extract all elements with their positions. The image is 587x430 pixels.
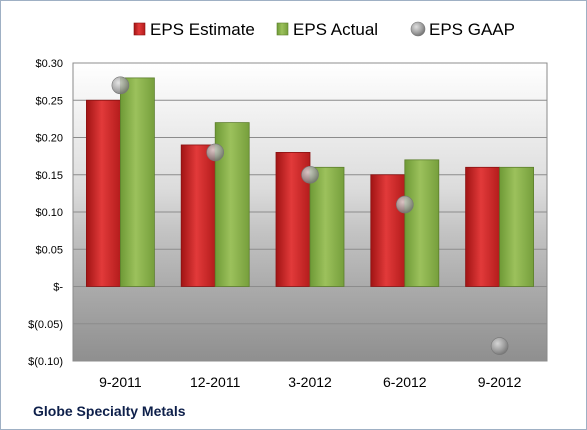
y-tick-label: $0.10 xyxy=(35,207,63,219)
legend: EPS Estimate EPS Actual EPS GAAP xyxy=(133,20,515,39)
company-label: Globe Specialty Metals xyxy=(33,403,186,419)
y-tick-label: $0.25 xyxy=(35,95,63,107)
gaap-points xyxy=(111,76,509,355)
y-tick-label: $0.30 xyxy=(35,58,63,70)
eps-gaap-point xyxy=(395,195,414,214)
legend-eps-gaap-swatch xyxy=(410,21,426,37)
x-tick-label: 9-2011 xyxy=(99,374,142,390)
bars xyxy=(86,77,535,287)
eps-gaap-point xyxy=(490,337,509,355)
legend-eps-actual-swatch xyxy=(276,22,289,36)
x-axis: 9-2011 12-2011 3-2012 6-2012 9-2012 xyxy=(99,374,521,390)
legend-eps-gaap-label: EPS GAAP xyxy=(429,20,515,39)
eps-gaap-point xyxy=(206,143,224,162)
eps-gaap-point xyxy=(301,165,319,184)
y-tick-label: $(0.10) xyxy=(28,356,63,368)
y-tick-label: $0.05 xyxy=(35,244,63,256)
y-tick-label: $(0.05) xyxy=(28,319,63,331)
x-tick-label: 12-2011 xyxy=(190,374,241,390)
y-tick-label: $0.20 xyxy=(35,133,63,145)
eps-estimate-bar xyxy=(370,174,406,287)
x-tick-label: 3-2012 xyxy=(288,374,332,390)
eps-estimate-bar xyxy=(465,166,501,287)
x-tick-label: 6-2012 xyxy=(383,374,427,390)
eps-actual-bar xyxy=(309,166,345,287)
eps-estimate-bar xyxy=(86,99,121,287)
eps-actual-bar xyxy=(120,77,155,287)
y-tick-label: $0.15 xyxy=(35,170,63,182)
y-tick-label: $- xyxy=(53,282,63,294)
eps-actual-bar xyxy=(404,159,440,287)
eps-actual-bar xyxy=(499,166,535,287)
x-tick-label: 9-2012 xyxy=(478,374,522,390)
legend-eps-estimate-swatch xyxy=(133,22,146,36)
eps-estimate-bar xyxy=(180,144,216,287)
legend-eps-estimate-label: EPS Estimate xyxy=(150,20,255,39)
y-axis: $0.30 $0.25 $0.20 $0.15 $0.10 $0.05 $- $(0.05) $… xyxy=(28,58,63,368)
eps-gaap-point xyxy=(111,76,130,95)
legend-eps-actual-label: EPS Actual xyxy=(293,20,378,39)
